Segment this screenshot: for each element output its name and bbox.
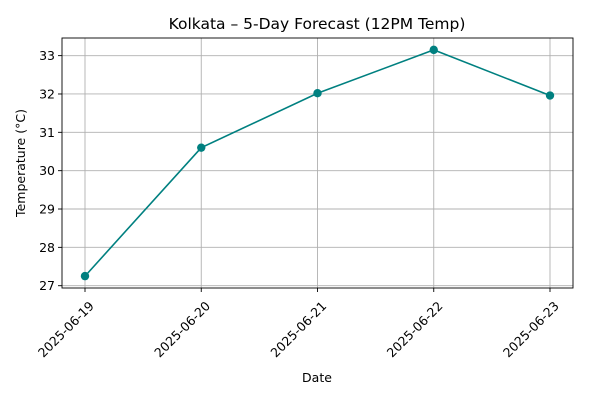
- y-tick-label: 33: [39, 48, 55, 63]
- x-tick-label: 2025-06-23: [500, 298, 562, 360]
- y-tick-label: 27: [39, 278, 55, 293]
- data-point: [80, 271, 90, 281]
- data-point: [429, 45, 438, 55]
- grid-layer: [62, 38, 573, 288]
- data-point: [313, 89, 322, 98]
- y-tick-label: 32: [39, 86, 55, 101]
- x-tick-label: 2025-06-22: [384, 298, 446, 360]
- chart-title: Kolkata – 5-Day Forecast (12PM Temp): [169, 15, 466, 33]
- plot-frame: [61, 37, 574, 289]
- y-tick-label: 31: [39, 125, 55, 140]
- y-axis-label: Temperature (°C): [13, 109, 28, 218]
- tick-layer: 2025-06-19 2025-06-20 2025-06-21 2025-06-22…: [35, 48, 562, 360]
- x-tick-label: 2025-06-19: [35, 298, 97, 360]
- x-axis-label: Date: [302, 370, 332, 385]
- data-point: [545, 91, 555, 100]
- data-point: [197, 143, 206, 152]
- x-tick-label: 2025-06-20: [151, 298, 213, 360]
- y-tick-label: 28: [39, 240, 55, 255]
- y-tick-label: 30: [39, 163, 55, 178]
- series-layer: [80, 45, 555, 281]
- y-tick-label: 29: [39, 202, 55, 217]
- x-tick-label: 2025-06-21: [267, 298, 329, 360]
